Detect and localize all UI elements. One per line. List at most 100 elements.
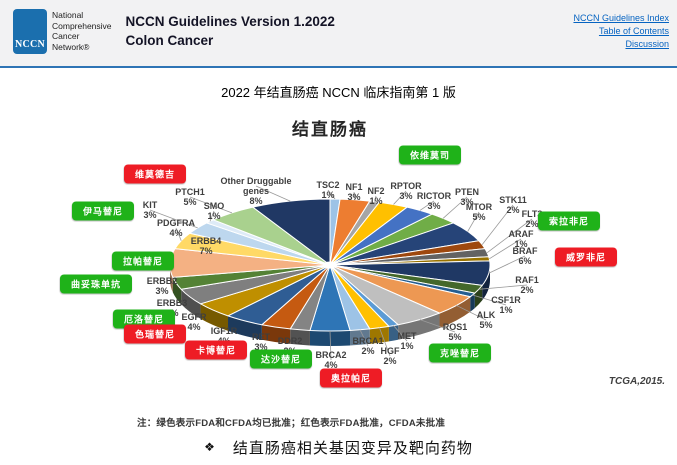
- gene-label-BRCA2: BRCA2 4%: [315, 350, 347, 370]
- leader-line-SMO: [209, 210, 215, 222]
- drug-label-色瑞替尼: 色瑞替尼: [123, 324, 187, 344]
- gene-label-PTCH1: PTCH1 5%: [175, 187, 205, 207]
- source-citation: TCGA,2015.: [608, 376, 665, 387]
- org-name-line: Network®: [52, 41, 90, 52]
- leader-line-RPTOR: [393, 190, 407, 205]
- gene-label-KIT: KIT 3%: [142, 200, 158, 220]
- pie-slice-side-IGF1R: [228, 315, 262, 340]
- gene-label-HGF: HGF 2%: [380, 346, 400, 366]
- drug-label-达沙替尼: 达沙替尼: [249, 349, 313, 369]
- link-table-of-contents[interactable]: Table of Contents: [598, 26, 669, 36]
- gene-label-ARAF: ARAF 1%: [508, 229, 534, 249]
- link-discussion[interactable]: Discussion: [625, 39, 669, 49]
- guidelines-title-line2: Colon Cancer: [125, 33, 214, 48]
- nccn-logo: NCCN: [13, 9, 47, 54]
- pie-slice-side-ALK: [439, 296, 471, 329]
- leader-line-PTEN: [442, 196, 468, 219]
- gene-label-TSC2: TSC2 1%: [316, 180, 340, 200]
- guidelines-title-line1: NCCN Guidelines Version 1.2022: [125, 14, 335, 29]
- diamond-bullet-icon: ❖: [204, 440, 215, 454]
- pie-slice-side-MET: [388, 324, 399, 342]
- pie-slice-side-RET: [261, 324, 291, 344]
- pie-slice-side-ROS1: [398, 313, 440, 340]
- leader-line-ARAF: [489, 238, 522, 260]
- nccn-logo-text: NCCN: [14, 39, 46, 50]
- drug-label-卡博替尼: 卡博替尼: [184, 340, 248, 360]
- leader-line-RAF1: [478, 284, 528, 290]
- gene-label-EGFR: EGFR 4%: [181, 312, 207, 332]
- drug-label-威罗非尼: 威罗非尼: [554, 247, 618, 267]
- leader-line-CSF1R: [472, 294, 507, 306]
- gene-label-STK11: STK11 2%: [499, 195, 527, 215]
- leader-line-NF1: [353, 191, 356, 200]
- org-name-line: Comprehensive: [52, 20, 112, 31]
- leader-line-Other Druggable genes: [255, 185, 291, 202]
- drug-label-依维莫司: 依维莫司: [398, 145, 462, 165]
- gene-label-BRCA1: BRCA1 2%: [352, 336, 384, 356]
- gene-label-SMO: SMO 1%: [203, 201, 225, 221]
- gene-label-ROS1: ROS1 5%: [442, 322, 468, 342]
- pie-slice-side-BRAF: [482, 265, 490, 301]
- pie-chart-figure: 结直肠癌 TCGA,2015. 注：绿色表示FDA和CFDA均已批准；红色表示F…: [0, 103, 677, 433]
- gene-label-RAF1: RAF1 2%: [515, 275, 539, 295]
- drug-label-曲妥珠单抗: 曲妥珠单抗: [59, 274, 133, 294]
- pie-slice-side-DDR2: [290, 328, 310, 346]
- org-name: National Comprehensive Cancer Network®: [52, 9, 112, 66]
- approval-note: 注：绿色表示FDA和CFDA均已批准；红色表示FDA批准，CFDA未批准: [137, 418, 446, 429]
- gene-label-ERBB4: ERBB4 7%: [190, 236, 222, 256]
- gene-label-CSF1R: CSF1R 1%: [491, 295, 521, 315]
- leader-line-MET: [393, 325, 408, 342]
- leader-line-PDGFRA: [175, 227, 182, 241]
- header: NCCN National Comprehensive Cancer Network®…: [0, 0, 677, 66]
- gene-label-RICTOR: RICTOR 3%: [416, 191, 452, 211]
- gene-label-RET: RET 3%: [252, 332, 270, 352]
- drug-label-厄洛替尼: 厄洛替尼: [112, 309, 176, 329]
- gene-label-RPTOR: RPTOR 3%: [390, 181, 422, 201]
- gene-label-ERBB2: ERBB2 3%: [146, 276, 178, 296]
- pie-center-highlight: [323, 261, 337, 269]
- footer-caption-row: ❖ 结直肠癌相关基因变异及靶向药物: [0, 434, 677, 460]
- leader-line-RICTOR: [419, 200, 435, 211]
- pie-slice-side-EGFR: [200, 303, 229, 331]
- gene-label-MET: MET 1%: [397, 331, 417, 351]
- leader-line-BRCA1: [359, 329, 369, 347]
- page-subtitle: 2022 年结直肠癌 NCCN 临床指南第 1 版: [221, 85, 456, 100]
- leader-line-FLT3: [486, 218, 533, 253]
- header-links: NCCN Guidelines Index Table of Contents Di…: [573, 9, 669, 66]
- gene-label-PDGFRA: PDGFRA 4%: [157, 218, 195, 238]
- drug-label-奥拉帕尼: 奥拉帕尼: [319, 368, 383, 388]
- leader-line-BRCA2: [329, 330, 332, 361]
- gene-label-MTOR: MTOR 5%: [465, 202, 493, 222]
- drug-label-拉帕替尼: 拉帕替尼: [111, 251, 175, 271]
- drug-label-维莫德吉: 维莫德吉: [123, 164, 187, 184]
- pie-slice-side-ERBB2: [172, 277, 182, 305]
- chart-title: 结直肠癌: [292, 120, 368, 139]
- pie-slice-side-ERBB3: [181, 289, 201, 319]
- leader-line-HGF: [379, 327, 391, 357]
- leader-line-BRAF: [488, 255, 526, 274]
- leader-line-KIT: [149, 209, 198, 229]
- footer-caption: 结直肠癌相关基因变异及靶向药物: [232, 439, 473, 457]
- leader-line-STK11: [481, 204, 514, 245]
- leader-line-TSC2: [327, 189, 336, 200]
- pie-svg: [149, 185, 533, 361]
- gene-label-NF1: NF1 3%: [345, 182, 363, 202]
- leader-line-MTOR: [467, 211, 480, 232]
- leader-line-NF2: [374, 195, 377, 202]
- header-divider: [0, 66, 677, 68]
- pie-slice-side-CSF1R: [470, 293, 475, 312]
- drug-label-伊马替尼: 伊马替尼: [71, 201, 135, 221]
- pie-slice-side-BRCA1: [350, 328, 370, 346]
- guidelines-title: NCCN Guidelines Version 1.2022 Colon Can…: [126, 9, 335, 66]
- gene-label-Other Druggable genes: Other Druggable genes 8%: [220, 176, 292, 206]
- link-nccn-guidelines-index[interactable]: NCCN Guidelines Index: [573, 13, 669, 23]
- org-name-line: Cancer: [52, 31, 80, 41]
- gene-label-PTEN: PTEN 3%: [454, 187, 480, 207]
- leader-line-ALK: [456, 305, 487, 321]
- drug-label-索拉非尼: 索拉非尼: [537, 211, 601, 231]
- drug-label-克唑替尼: 克唑替尼: [428, 343, 492, 363]
- gene-label-BRAF: BRAF 6%: [512, 246, 538, 266]
- gene-label-FLT3: FLT3 2%: [521, 209, 543, 229]
- gene-label-ALK: ALK 5%: [476, 310, 496, 330]
